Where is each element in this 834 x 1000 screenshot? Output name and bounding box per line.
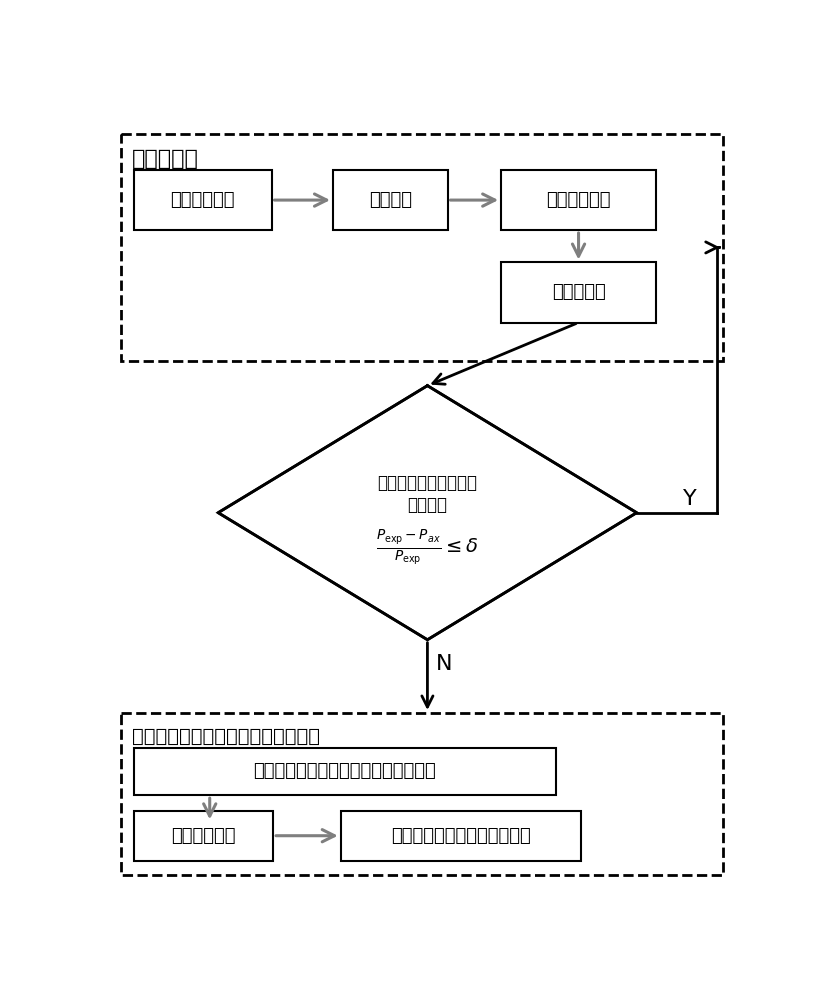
- Text: 输入神经网络: 输入神经网络: [546, 191, 610, 209]
- Bar: [121, 134, 723, 361]
- Text: 预测被吃刀量: 预测被吃刀量: [171, 827, 236, 845]
- Polygon shape: [219, 386, 636, 640]
- Bar: [501, 262, 656, 323]
- Text: 根据背吃刀量与预测功率二次函数关系: 根据背吃刀量与预测功率二次函数关系: [254, 762, 436, 780]
- Text: $\frac{P_{\mathrm{exp}}-P_{ax}}{P_{\mathrm{exp}}} \leq \delta$: $\frac{P_{\mathrm{exp}}-P_{ax}}{P_{\math…: [376, 528, 479, 567]
- Text: 结合预设功率，实现调速控制: 结合预设功率，实现调速控制: [391, 827, 530, 845]
- Bar: [133, 811, 274, 861]
- Text: 功率值预测: 功率值预测: [551, 283, 605, 301]
- Bar: [501, 170, 656, 230]
- Bar: [333, 170, 448, 230]
- Text: 计算功率偏差率，判断: 计算功率偏差率，判断: [378, 474, 477, 492]
- Bar: [121, 713, 723, 875]
- Text: 是否调速: 是否调速: [408, 496, 447, 514]
- Text: Y: Y: [682, 489, 696, 509]
- Text: 数据处理: 数据处理: [369, 191, 412, 209]
- Bar: [133, 748, 556, 795]
- Bar: [133, 170, 272, 230]
- Text: 采集实时功率: 采集实时功率: [170, 191, 235, 209]
- Text: 功率值预测: 功率值预测: [132, 149, 199, 169]
- Bar: [340, 811, 580, 861]
- Text: N: N: [436, 654, 453, 674]
- Text: 预测背吃刀量，对进给系统调速控制: 预测背吃刀量，对进给系统调速控制: [132, 726, 320, 746]
